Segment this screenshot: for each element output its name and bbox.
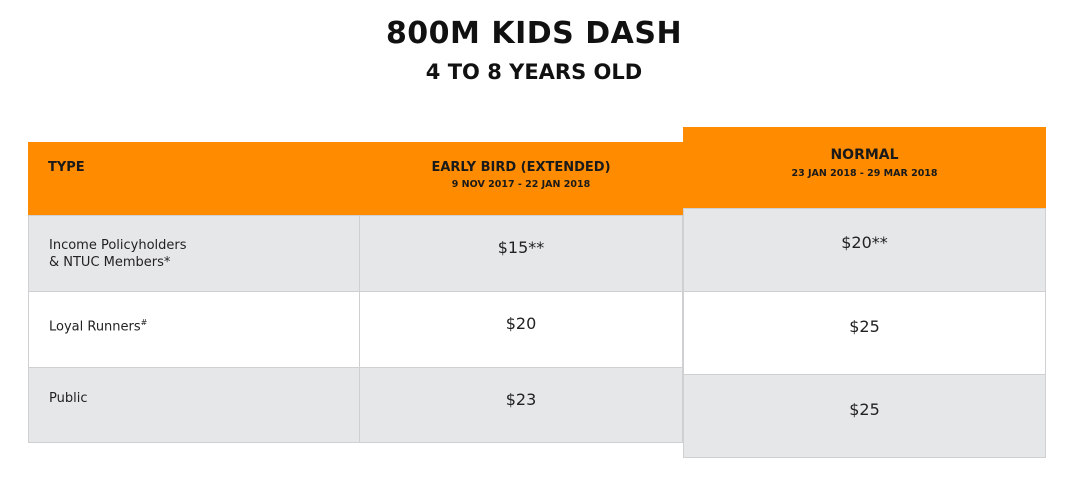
row-loyal-normal-price: $25: [849, 317, 880, 336]
header-early-bird-cell: EARLY BIRD (EXTENDED) 9 NOV 2017 - 22 JA…: [359, 142, 683, 215]
row-income-early-price: $15**: [497, 238, 545, 257]
row-income-label-line1: Income Policyholders: [49, 238, 187, 253]
row-income-early-cell: $15**: [359, 215, 683, 292]
row-income-normal-cell: $20**: [683, 208, 1046, 292]
row-income-label-cell: Income Policyholders & NTUC Members*: [28, 215, 360, 292]
row-public-normal-cell: $25: [683, 374, 1046, 458]
normal-title: NORMAL: [830, 147, 899, 163]
early-bird-title: EARLY BIRD (EXTENDED): [431, 160, 611, 175]
row-public-label: Public: [49, 391, 88, 406]
row-public-early-price: $23: [505, 390, 537, 409]
normal-dates: 23 JAN 2018 - 29 MAR 2018: [791, 168, 938, 179]
row-public-early-cell: $23: [359, 367, 683, 443]
header-type-cell: TYPE: [28, 142, 359, 215]
row-loyal-early-price: $20: [505, 314, 537, 333]
row-loyal-label-text: Loyal Runners: [49, 319, 141, 335]
page-title: 800M KIDS DASH: [385, 16, 683, 51]
page-subtitle: 4 TO 8 YEARS OLD: [425, 60, 643, 84]
header-type-label: TYPE: [48, 160, 85, 175]
early-bird-dates: 9 NOV 2017 - 22 JAN 2018: [451, 179, 591, 190]
row-loyal-label: Loyal Runners#: [49, 314, 147, 335]
row-income-normal-price: $20**: [841, 233, 888, 252]
row-loyal-label-cell: Loyal Runners#: [28, 291, 360, 368]
header-normal-cell: NORMAL 23 JAN 2018 - 29 MAR 2018: [683, 127, 1046, 208]
row-loyal-label-sup: #: [140, 318, 148, 327]
row-income-label-line2: & NTUC Members*: [49, 255, 171, 270]
row-public-label-cell: Public: [28, 367, 360, 443]
row-loyal-normal-cell: $25: [683, 291, 1046, 375]
row-loyal-early-cell: $20: [359, 291, 683, 368]
row-income-label: Income Policyholders & NTUC Members*: [49, 237, 187, 271]
row-public-normal-price: $25: [849, 400, 880, 419]
